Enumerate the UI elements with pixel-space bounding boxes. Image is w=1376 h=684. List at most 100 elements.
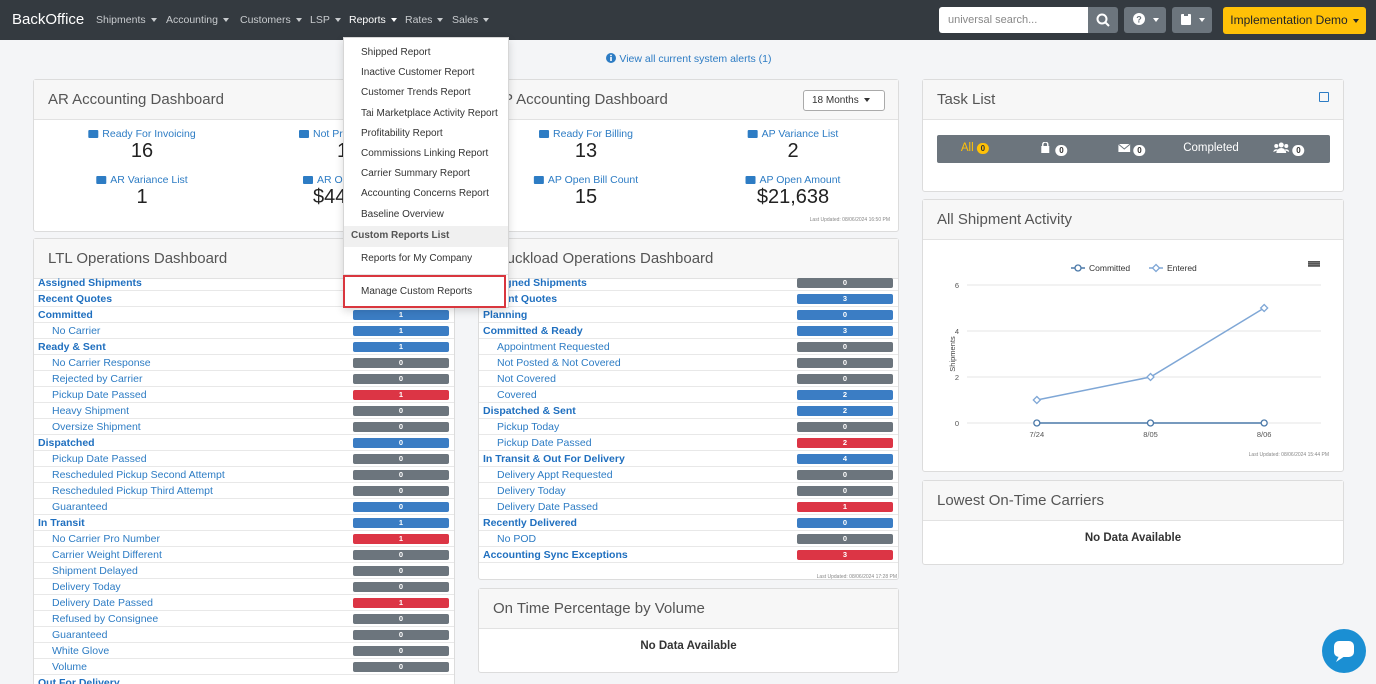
- task-tab[interactable]: 0: [1118, 142, 1145, 156]
- period-select[interactable]: 18 Months: [803, 90, 885, 111]
- menu-item[interactable]: Accounting Concerns Report: [361, 188, 489, 199]
- row-label[interactable]: Pickup Today: [497, 421, 559, 433]
- nav-menu[interactable]: Accounting: [166, 14, 229, 26]
- task-tab[interactable]: All0: [961, 142, 989, 154]
- nav-menu[interactable]: Sales: [452, 14, 489, 26]
- stat-label[interactable]: AP Open Amount: [746, 174, 841, 186]
- menu-item[interactable]: Shipped Report: [361, 47, 431, 58]
- menu-item[interactable]: Inactive Customer Report: [361, 67, 474, 78]
- row-label[interactable]: Rejected by Carrier: [52, 373, 142, 385]
- item-row: Pickup Date Passed1: [34, 387, 454, 403]
- menu-header: Custom Reports List: [351, 230, 449, 241]
- row-label[interactable]: Rescheduled Pickup Third Attempt: [52, 485, 213, 497]
- row-label[interactable]: Oversize Shipment: [52, 421, 141, 433]
- nav-menu[interactable]: Rates: [405, 14, 443, 26]
- stat-label[interactable]: AR Op: [303, 174, 349, 186]
- count-badge: 0: [353, 374, 449, 384]
- alert-link[interactable]: View all current system alerts (1): [0, 53, 1376, 65]
- row-label[interactable]: No POD: [497, 533, 536, 545]
- row-label[interactable]: Appointment Requested: [497, 341, 610, 353]
- clipboard-button[interactable]: [1172, 7, 1212, 33]
- row-label[interactable]: Dispatched: [38, 437, 95, 449]
- menu-item[interactable]: Manage Custom Reports: [361, 286, 472, 297]
- legend-label[interactable]: Entered: [1167, 263, 1197, 273]
- row-label[interactable]: Committed & Ready: [483, 325, 583, 337]
- nav-menu[interactable]: Shipments: [96, 14, 157, 26]
- row-label[interactable]: Dispatched & Sent: [483, 405, 576, 417]
- row-label[interactable]: Assigned Shipments: [38, 277, 142, 289]
- chat-button[interactable]: [1322, 629, 1366, 673]
- row-label[interactable]: Pickup Date Passed: [497, 437, 592, 449]
- row-label[interactable]: Recent Quotes: [38, 293, 112, 305]
- stat-value: $21,638: [757, 186, 829, 209]
- item-row: Delivery Today0: [34, 579, 454, 595]
- menu-icon[interactable]: [1308, 261, 1320, 263]
- row-label[interactable]: Ready & Sent: [38, 341, 106, 353]
- row-label[interactable]: In Transit: [38, 517, 85, 529]
- row-label[interactable]: Guaranteed: [52, 501, 107, 513]
- row-label[interactable]: Accounting Sync Exceptions: [483, 549, 628, 561]
- card-title: Task List: [923, 80, 1343, 120]
- stat-label[interactable]: AP Open Bill Count: [534, 174, 638, 186]
- stat-label[interactable]: Not Pri: [299, 128, 345, 140]
- x-tick-label: 8/05: [1143, 430, 1158, 439]
- menu-item[interactable]: Carrier Summary Report: [361, 168, 470, 179]
- row-label[interactable]: Delivery Date Passed: [497, 501, 598, 513]
- row-label[interactable]: No Carrier Pro Number: [52, 533, 160, 545]
- brand[interactable]: BackOffice: [12, 11, 84, 28]
- y-axis-title: Shipments: [948, 336, 957, 372]
- row-label[interactable]: Delivery Today: [497, 485, 566, 497]
- row-label[interactable]: Volume: [52, 661, 87, 673]
- row-label[interactable]: Carrier Weight Different: [52, 549, 162, 561]
- stat-label[interactable]: Ready For Invoicing: [88, 128, 195, 140]
- row-label[interactable]: In Transit & Out For Delivery: [483, 453, 625, 465]
- row-label[interactable]: Shipment Delayed: [52, 565, 138, 577]
- stat-label[interactable]: AR Variance List: [96, 174, 187, 186]
- count-badge: 0: [797, 278, 893, 288]
- task-tab[interactable]: 0: [1040, 142, 1067, 156]
- search-button[interactable]: [1088, 7, 1118, 33]
- row-label[interactable]: Refused by Consignee: [52, 613, 158, 625]
- row-label[interactable]: Heavy Shipment: [52, 405, 129, 417]
- task-tab[interactable]: Completed: [1183, 142, 1239, 154]
- nav-menu[interactable]: LSP: [310, 14, 341, 26]
- shipment-activity-card: All Shipment Activity02467/248/058/06Shi…: [922, 199, 1344, 472]
- row-label[interactable]: Delivery Appt Requested: [497, 469, 613, 481]
- menu-icon[interactable]: [1308, 265, 1320, 267]
- row-label[interactable]: Delivery Today: [52, 581, 121, 593]
- row-label[interactable]: Pickup Date Passed: [52, 389, 147, 401]
- row-label[interactable]: No Carrier: [52, 325, 100, 337]
- row-label[interactable]: No Carrier Response: [52, 357, 151, 369]
- row-label[interactable]: Guaranteed: [52, 629, 107, 641]
- account-button[interactable]: Implementation Demo: [1223, 7, 1366, 34]
- menu-item[interactable]: Profitability Report: [361, 128, 443, 139]
- row-label[interactable]: Not Posted & Not Covered: [497, 357, 621, 369]
- help-button[interactable]: ?: [1124, 7, 1166, 33]
- search-input[interactable]: universal search...: [939, 7, 1088, 33]
- row-label[interactable]: Pickup Date Passed: [52, 453, 147, 465]
- row-label[interactable]: Rescheduled Pickup Second Attempt: [52, 469, 225, 481]
- menu-item[interactable]: Customer Trends Report: [361, 87, 471, 98]
- external-link[interactable]: [1319, 92, 1329, 102]
- task-tab[interactable]: 0: [1273, 142, 1304, 156]
- row-label[interactable]: Planning: [483, 309, 527, 321]
- row-label[interactable]: Not Covered: [497, 373, 556, 385]
- row-label[interactable]: Out For Delivery: [38, 677, 120, 684]
- menu-item[interactable]: Commissions Linking Report: [361, 148, 488, 159]
- stat-label[interactable]: AP Variance List: [748, 128, 839, 140]
- menu-item[interactable]: Tai Marketplace Activity Report: [361, 108, 498, 119]
- item-row: Shipment Delayed0: [34, 563, 454, 579]
- row-label[interactable]: Committed: [38, 309, 93, 321]
- stat-label[interactable]: Ready For Billing: [539, 128, 633, 140]
- legend-label[interactable]: Committed: [1089, 263, 1130, 273]
- menu-icon[interactable]: [1308, 263, 1320, 265]
- row-label[interactable]: Delivery Date Passed: [52, 597, 153, 609]
- menu-item[interactable]: Baseline Overview: [361, 209, 444, 220]
- nav-menu[interactable]: Reports: [349, 14, 397, 26]
- count-badge: 0: [353, 454, 449, 464]
- menu-item[interactable]: Reports for My Company: [361, 253, 472, 264]
- nav-menu[interactable]: Customers: [240, 14, 302, 26]
- row-label[interactable]: Covered: [497, 389, 537, 401]
- row-label[interactable]: Recently Delivered: [483, 517, 577, 529]
- row-label[interactable]: White Glove: [52, 645, 109, 657]
